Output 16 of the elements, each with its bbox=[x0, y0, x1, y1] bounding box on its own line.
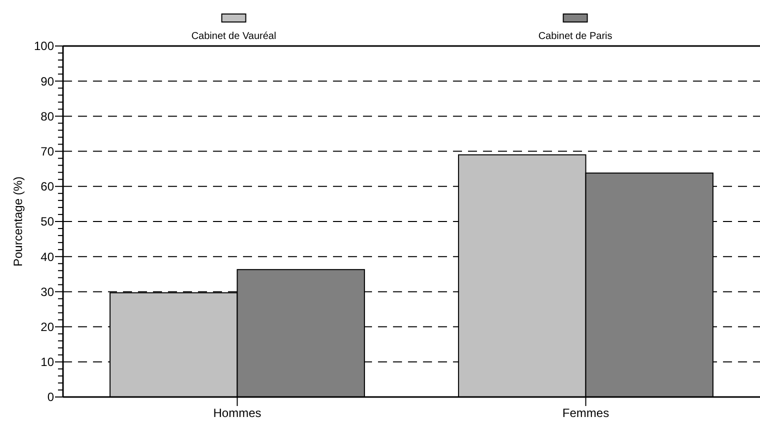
y-axis-title: Pourcentage (%) bbox=[11, 176, 25, 267]
y-tick-label: 50 bbox=[40, 214, 54, 229]
y-tick-label: 30 bbox=[40, 284, 54, 299]
y-tick-label: 90 bbox=[40, 74, 54, 88]
y-tick-label: 70 bbox=[40, 144, 54, 158]
y-tick-label: 20 bbox=[40, 320, 54, 334]
legend-label: Cabinet de Paris bbox=[538, 31, 612, 42]
y-tick-label: 80 bbox=[40, 109, 54, 124]
x-tick-label: Hommes bbox=[213, 406, 262, 420]
y-tick-label: 40 bbox=[40, 250, 54, 264]
y-tick-label: 10 bbox=[40, 355, 54, 370]
legend-label: Cabinet de Vauréal bbox=[191, 31, 276, 42]
y-tick-label: 0 bbox=[47, 390, 54, 404]
y-tick-label: 100 bbox=[34, 39, 54, 54]
x-tick-label: Femmes bbox=[562, 406, 610, 420]
y-tick-label: 60 bbox=[40, 180, 54, 194]
